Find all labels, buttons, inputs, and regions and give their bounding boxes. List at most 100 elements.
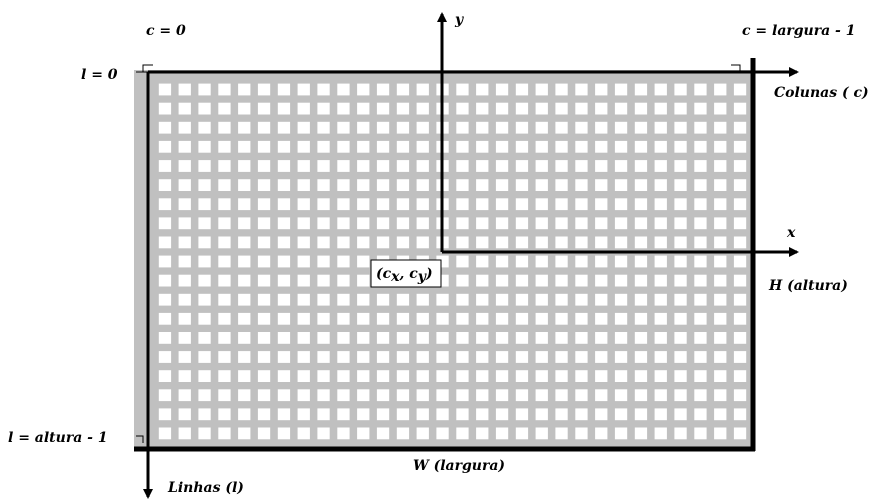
pixel-cell <box>654 274 667 287</box>
pixel-cell <box>495 370 509 382</box>
pixel-cell <box>515 198 529 211</box>
pixel-cell <box>416 160 429 172</box>
pixel-cell <box>317 83 330 96</box>
pixel-cell <box>555 255 568 268</box>
pixel-cell <box>476 236 489 249</box>
pixel-cell <box>654 427 667 440</box>
pixel-cell <box>456 102 469 115</box>
center-label-box <box>370 259 442 288</box>
pixel-cell <box>297 427 310 440</box>
pixel-cell <box>476 217 489 230</box>
pixel-cell <box>436 332 449 344</box>
pixel-cell <box>396 217 410 230</box>
pixel-cell <box>714 83 727 96</box>
pixel-cell <box>614 255 628 268</box>
pixel-cell <box>337 83 350 96</box>
pixel-cell <box>218 217 231 230</box>
pixel-cell <box>595 140 608 153</box>
pixel-cell <box>714 160 727 172</box>
pixel-cell <box>297 102 310 115</box>
pixel-cell <box>614 332 628 344</box>
pixel-cell <box>535 408 548 421</box>
pixel-cell <box>277 198 291 211</box>
pixel-cell <box>674 198 687 211</box>
pixel-cell <box>416 121 429 134</box>
pixel-cell <box>674 274 687 287</box>
pixel-cell <box>515 179 529 191</box>
pixel-cell <box>694 121 707 134</box>
pixel-cell <box>416 236 429 249</box>
pixel-cell <box>357 293 370 306</box>
pixel-cell <box>535 370 548 382</box>
pixel-cell <box>614 293 628 306</box>
pixel-cell <box>614 274 628 287</box>
pixel-cell <box>158 332 172 344</box>
pixel-cell <box>535 236 548 249</box>
pixel-cell <box>595 370 608 382</box>
pixel-cell <box>178 351 191 363</box>
pixel-cell <box>535 293 548 306</box>
pixel-cell <box>595 160 608 172</box>
pixel-cell <box>614 217 628 230</box>
pixel-cell <box>555 370 568 382</box>
label-y-axis: y <box>454 12 464 28</box>
pixel-cell <box>694 83 707 96</box>
pixel-cell <box>694 351 707 363</box>
pixel-cell <box>575 427 588 440</box>
pixel-cell <box>357 217 370 230</box>
pixel-cell <box>277 370 291 382</box>
pixel-cell <box>178 370 191 382</box>
pixel-cell <box>515 332 529 344</box>
pixel-cell <box>515 293 529 306</box>
pixel-cell <box>337 121 350 134</box>
pixel-cell <box>337 198 350 211</box>
pixel-cell <box>198 389 211 402</box>
pixel-cell <box>535 217 548 230</box>
pixel-cell <box>714 408 727 421</box>
pixel-cell <box>634 198 648 211</box>
pixel-cell <box>476 83 489 96</box>
pixel-cell <box>575 102 588 115</box>
pixel-cell <box>416 198 429 211</box>
pixel-cell <box>694 198 707 211</box>
pixel-cell <box>634 83 648 96</box>
pixel-cell <box>634 332 648 344</box>
pixel-cell <box>595 332 608 344</box>
pixel-cell <box>317 255 330 268</box>
pixel-cell <box>694 236 707 249</box>
pixel-cell <box>714 217 727 230</box>
pixel-cell <box>396 102 410 115</box>
pixel-cell <box>277 427 291 440</box>
pixel-cell <box>277 102 291 115</box>
pixel-cell <box>714 351 727 363</box>
pixel-cell <box>257 408 271 421</box>
pixel-cell <box>376 140 390 153</box>
pixel-cell <box>317 427 330 440</box>
pixel-cell <box>614 312 628 325</box>
pixel-cell <box>733 217 747 230</box>
tick-marks <box>136 64 741 443</box>
label-l-last: l = altura - 1 <box>8 430 108 446</box>
pixel-cell <box>654 408 667 421</box>
pixel-cell <box>416 217 429 230</box>
pixel-cell <box>198 293 211 306</box>
center-label-text: (cx, cy) <box>376 266 433 285</box>
pixel-cell <box>178 293 191 306</box>
pixel-cell <box>277 332 291 344</box>
pixel-cell <box>178 312 191 325</box>
pixel-cell <box>456 408 469 421</box>
pixel-cell <box>238 408 251 421</box>
pixel-cell <box>535 274 548 287</box>
pixel-cell <box>396 198 410 211</box>
pixel-cell <box>317 236 330 249</box>
pixel-cell <box>654 389 667 402</box>
pixel-cell <box>555 312 568 325</box>
pixel-cell <box>277 179 291 191</box>
pixel-cell <box>476 293 489 306</box>
pixel-cell <box>376 160 390 172</box>
label-x-axis: x <box>786 225 796 241</box>
pixel-cell <box>317 293 330 306</box>
pixel-cell <box>614 140 628 153</box>
pixel-cell <box>733 102 747 115</box>
